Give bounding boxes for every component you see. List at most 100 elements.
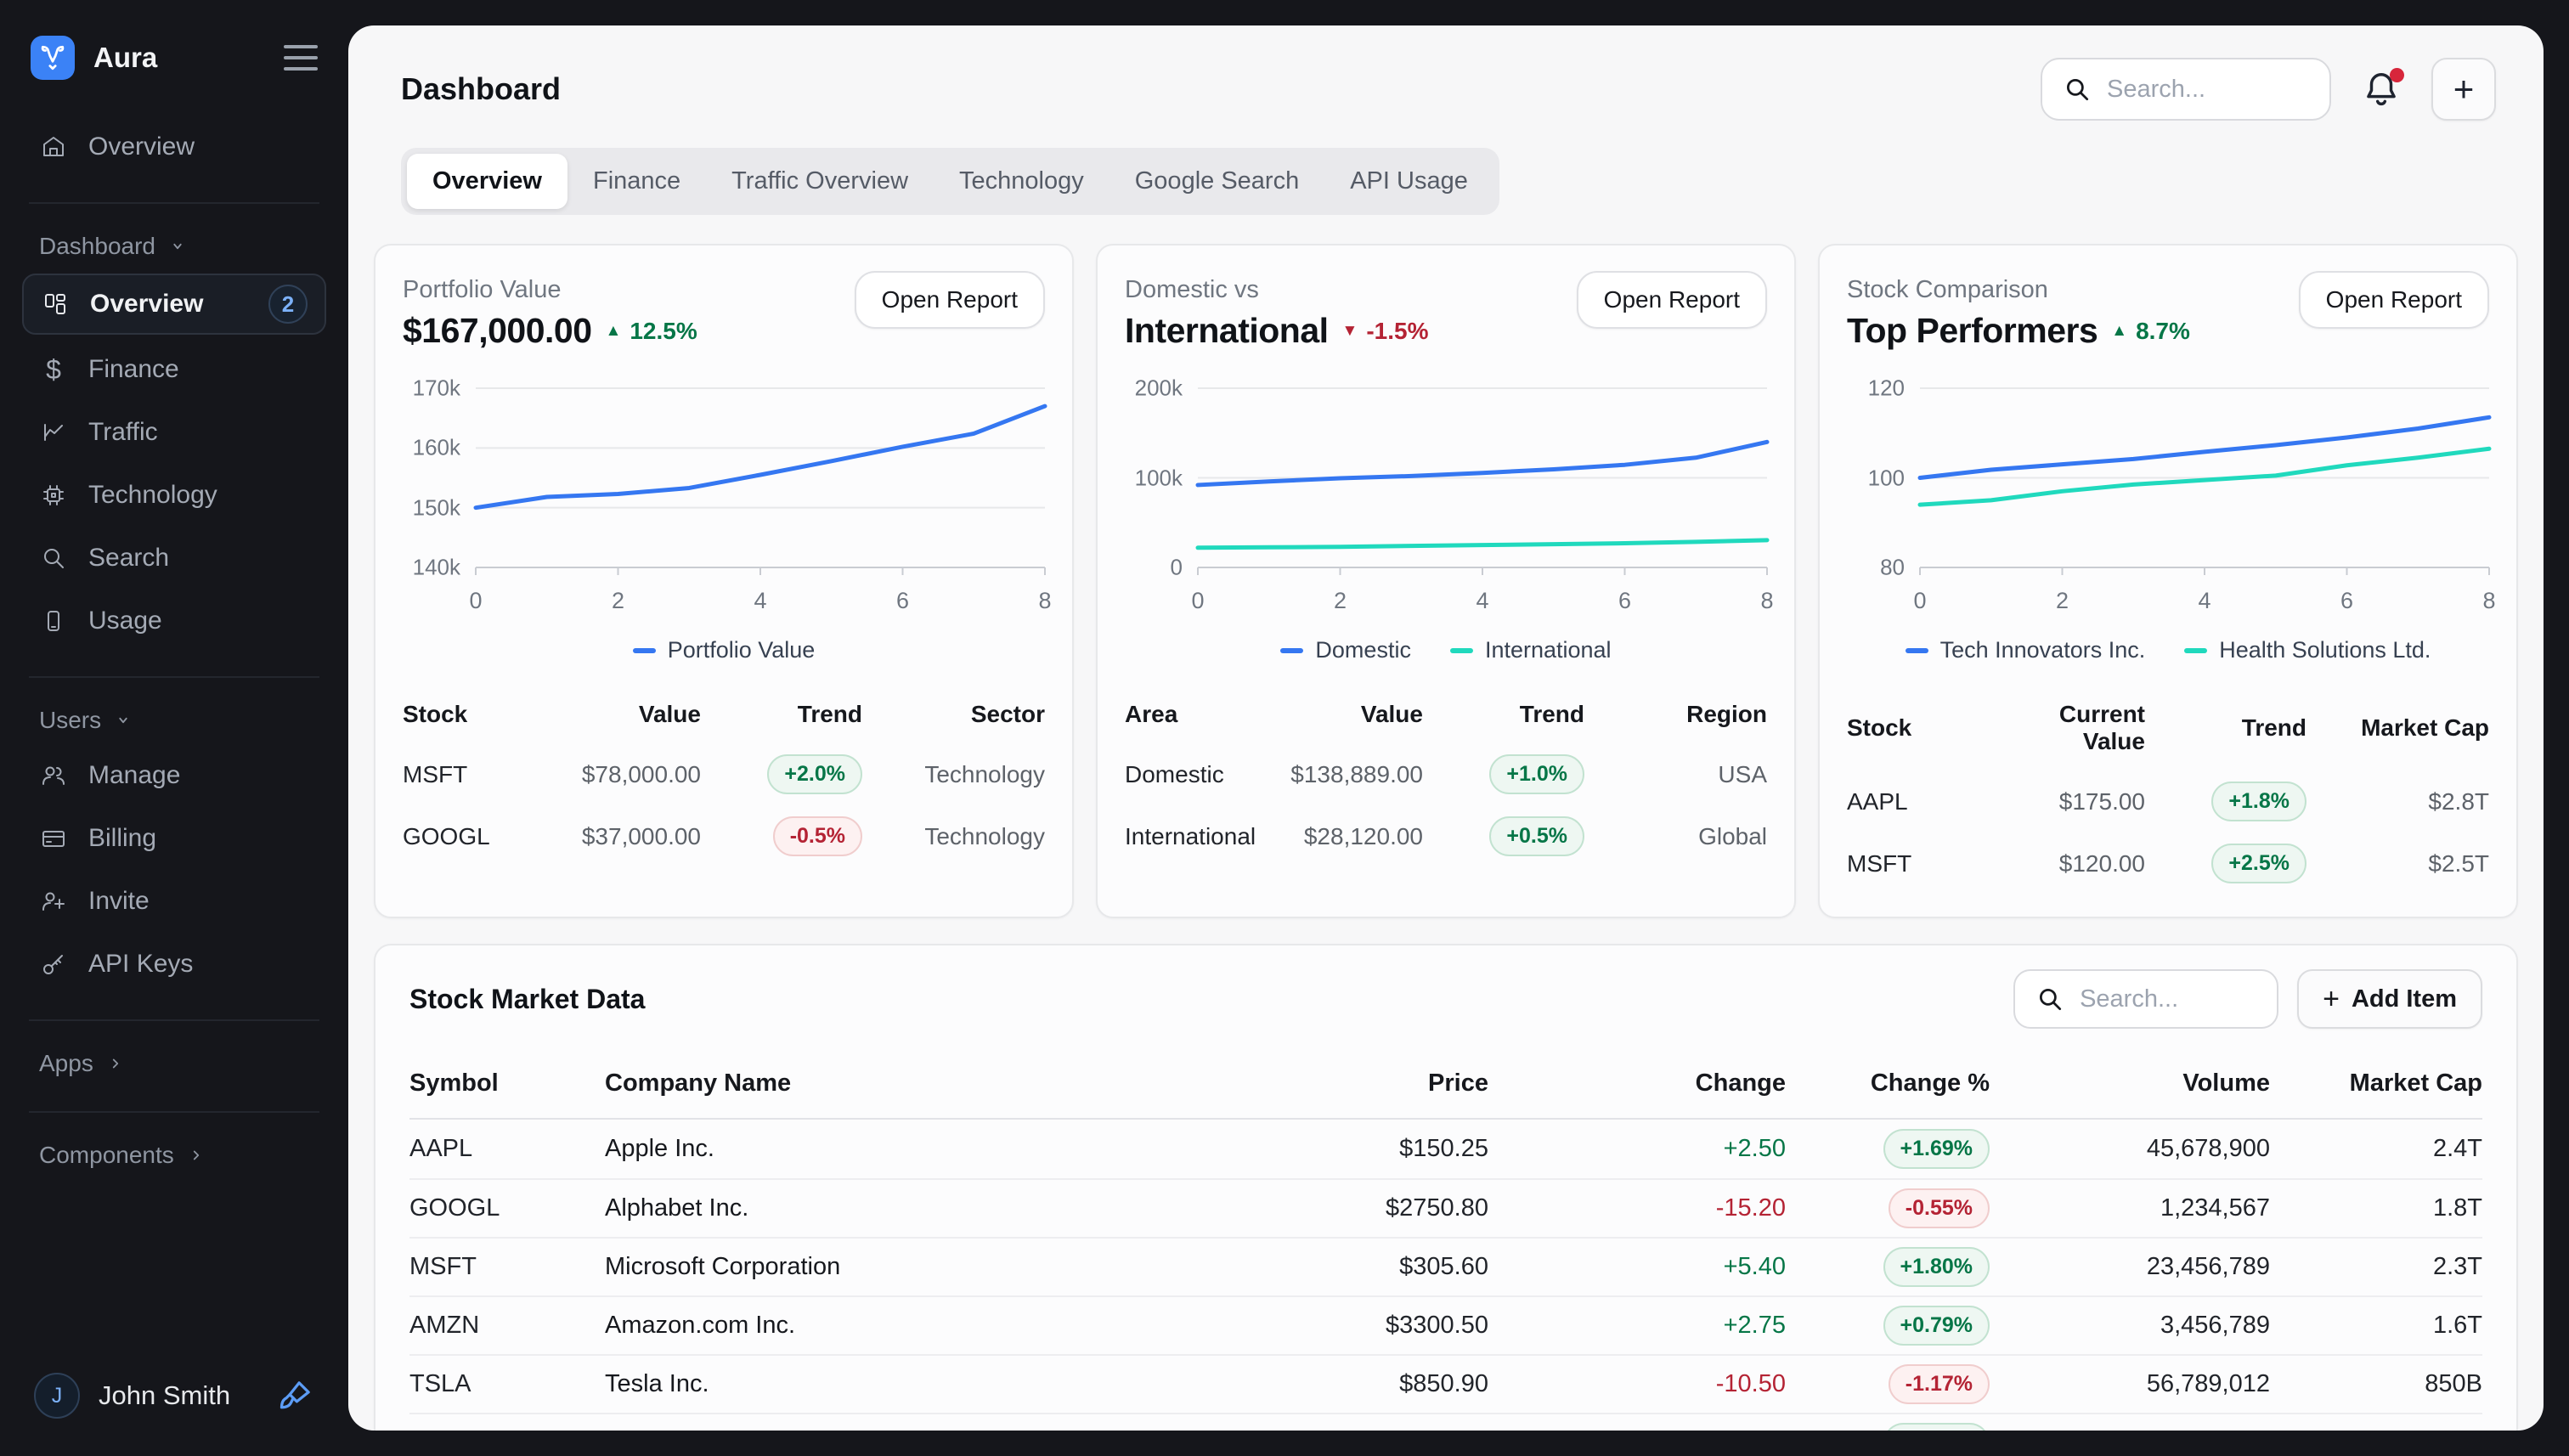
cell-trend: +2.5% xyxy=(2145,832,2306,894)
sidebar-item-label: Search xyxy=(88,544,169,573)
delta-badge: ▲8.7% xyxy=(2111,318,2190,345)
cell-value: $37,000.00 xyxy=(556,812,701,861)
cell-name: AAPL xyxy=(1847,777,2000,827)
legend-swatch xyxy=(1450,648,1473,653)
sidebar-item-usage[interactable]: Usage xyxy=(22,593,326,649)
y-axis-label: 150k xyxy=(413,494,460,521)
cell-price: $850.90 xyxy=(1310,1370,1488,1398)
notification-dot xyxy=(2390,68,2404,82)
open-report-button[interactable]: Open Report xyxy=(1577,271,1767,329)
divider xyxy=(29,1019,319,1021)
column-header: Current Value xyxy=(2000,692,2145,764)
sidebar-group-dashboard[interactable]: Dashboard xyxy=(22,224,326,268)
phone-icon xyxy=(39,607,68,635)
column-header: Value xyxy=(556,692,701,736)
open-report-button[interactable]: Open Report xyxy=(855,271,1045,329)
cell-value: $138,889.00 xyxy=(1278,750,1423,799)
column-header: Area xyxy=(1125,692,1278,736)
add-button[interactable]: + xyxy=(2431,58,2496,121)
x-axis: 02468 xyxy=(476,576,1045,624)
trend-pill: -0.5% xyxy=(773,816,862,856)
sidebar-item-finance[interactable]: $ Finance xyxy=(22,341,326,398)
add-item-button[interactable]: + Add Item xyxy=(2297,969,2482,1029)
table-header-row: Symbol Company Name Price Change Change … xyxy=(409,1051,2482,1120)
sidebar-item-invite[interactable]: Invite xyxy=(22,873,326,929)
sidebar-group-users[interactable]: Users xyxy=(22,698,326,742)
cell-market-cap: 2.3T xyxy=(2270,1253,2482,1281)
y-axis-label: 120 xyxy=(1868,375,1905,402)
sidebar-item-label: Usage xyxy=(88,607,162,635)
market-search[interactable] xyxy=(2013,969,2278,1029)
user-name: John Smith xyxy=(99,1380,258,1411)
tab-google-search[interactable]: Google Search xyxy=(1109,154,1324,209)
sidebar-item-manage[interactable]: Manage xyxy=(22,748,326,804)
chevron-right-icon xyxy=(105,1053,126,1074)
users-icon xyxy=(39,761,68,790)
hamburger-icon[interactable] xyxy=(284,42,318,74)
legend-label: Portfolio Value xyxy=(668,637,816,663)
sidebar-item-search[interactable]: Search xyxy=(22,530,326,586)
sidebar-item-technology[interactable]: Technology xyxy=(22,467,326,523)
paintbrush-icon[interactable] xyxy=(277,1377,314,1414)
cell-market-cap: 1.6T xyxy=(2270,1312,2482,1340)
tab-finance[interactable]: Finance xyxy=(567,154,706,209)
tab-overview[interactable]: Overview xyxy=(407,154,567,209)
card-table: StockValueTrendSectorMSFT$78,000.00+2.0%… xyxy=(403,692,1045,867)
search-icon xyxy=(39,544,68,573)
market-search-input[interactable] xyxy=(2080,985,2256,1013)
cell-trend: +1.0% xyxy=(1423,743,1584,805)
y-axis-label: 170k xyxy=(413,375,460,402)
table-header-row: StockValueTrendSector xyxy=(403,692,1045,736)
cell-change-pct: +2.84% xyxy=(1786,1423,1990,1431)
cell-change-pct: +0.79% xyxy=(1786,1306,1990,1346)
sidebar-item-api-keys[interactable]: API Keys xyxy=(22,936,326,992)
x-axis-label: 4 xyxy=(1476,588,1488,614)
cell-market-cap: 850B xyxy=(2270,1370,2482,1398)
x-axis-label: 8 xyxy=(1038,588,1051,614)
tab-traffic-overview[interactable]: Traffic Overview xyxy=(706,154,934,209)
plot-area xyxy=(1198,388,1767,567)
change-pct-pill: +2.84% xyxy=(1883,1423,1990,1431)
cell-extra: $2.5T xyxy=(2306,839,2489,889)
notifications-button[interactable] xyxy=(2362,70,2401,109)
trend-pill: +1.8% xyxy=(2211,782,2306,821)
cell-change-pct: +1.80% xyxy=(1786,1247,1990,1287)
sidebar-group-apps[interactable]: Apps xyxy=(22,1041,326,1086)
change-pct-pill: +1.80% xyxy=(1883,1247,1990,1287)
table-row: MSFT$120.00+2.5%$2.5T xyxy=(1847,832,2489,894)
cell-extra: USA xyxy=(1584,750,1767,799)
legend-item: Domestic xyxy=(1280,637,1411,663)
y-axis-label: 200k xyxy=(1135,375,1183,402)
sidebar-item-billing[interactable]: Billing xyxy=(22,810,326,866)
card-subtitle: Domestic vs xyxy=(1125,276,1429,304)
y-axis-label: 80 xyxy=(1880,555,1905,581)
cell-volume: 45,678,900 xyxy=(1990,1135,2270,1163)
cell-symbol: AMZN xyxy=(409,1312,605,1340)
tab-technology[interactable]: Technology xyxy=(934,154,1109,209)
legend-swatch xyxy=(1280,648,1303,653)
card-table: StockCurrent ValueTrendMarket CapAAPL$17… xyxy=(1847,692,2489,894)
user-profile[interactable]: J John Smith xyxy=(22,1373,326,1419)
tab-api-usage[interactable]: API Usage xyxy=(1324,154,1493,209)
cell-name: International xyxy=(1125,812,1278,861)
sidebar-item-overview-top[interactable]: Overview xyxy=(22,119,326,175)
table-row: International$28,120.00+0.5%Global xyxy=(1125,805,1767,867)
line-chart: 200k100k002468 xyxy=(1125,388,1767,624)
search-input[interactable] xyxy=(2107,76,2309,104)
open-report-button[interactable]: Open Report xyxy=(2299,271,2489,329)
y-axis-label: 0 xyxy=(1171,555,1183,581)
sidebar-item-label: Billing xyxy=(88,824,156,853)
cell-change: -15.20 xyxy=(1488,1194,1786,1222)
cell-change: +2.50 xyxy=(1488,1135,1786,1163)
sidebar-item-overview[interactable]: Overview 2 xyxy=(22,274,326,335)
cell-change: +5.40 xyxy=(1488,1253,1786,1281)
sidebar-group-components[interactable]: Components xyxy=(22,1133,326,1177)
sidebar-item-label: Manage xyxy=(88,761,180,790)
plus-icon: + xyxy=(2323,983,2340,1016)
cell-symbol: AAPL xyxy=(409,1135,605,1163)
x-axis-label: 8 xyxy=(2482,588,2495,614)
global-search[interactable] xyxy=(2041,58,2331,121)
sidebar-item-traffic[interactable]: Traffic xyxy=(22,404,326,460)
x-axis: 02468 xyxy=(1198,576,1767,624)
column-header: Sector xyxy=(862,692,1045,736)
